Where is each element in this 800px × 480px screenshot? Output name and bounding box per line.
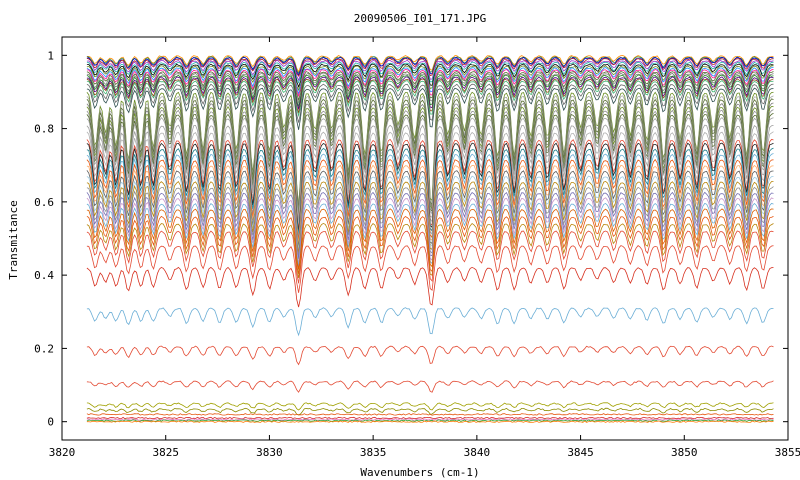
x-tick-label: 3830 <box>256 446 283 459</box>
series-line <box>86 416 774 420</box>
plot-frame <box>61 36 789 441</box>
series-line <box>86 87 774 130</box>
series-line <box>86 244 774 293</box>
y-axis-title: Transmitance <box>7 200 20 279</box>
series-line <box>86 345 774 366</box>
chart-title: 20090506_I01_171.JPG <box>354 12 486 25</box>
axes-layer: 3820 3825 3830 3835 3840 3845 3850 3855 0 0.2 0.4 0… <box>34 36 800 459</box>
series-line <box>86 61 774 84</box>
series-layer <box>86 55 774 423</box>
series-line <box>86 56 774 77</box>
x-tick-label: 3835 <box>360 446 387 459</box>
series-line <box>86 72 774 105</box>
y-tick-label: 0.2 <box>34 342 54 355</box>
series-line <box>86 380 774 393</box>
series-line <box>86 208 774 270</box>
x-tick-label: 3825 <box>152 446 179 459</box>
series-line <box>86 67 774 96</box>
series-line <box>86 76 774 111</box>
x-axis-title: Wavenumbers (cm-1) <box>360 466 479 479</box>
y-tick-label: 0.8 <box>34 123 54 136</box>
series-line <box>86 69 774 98</box>
series-line <box>86 55 774 73</box>
y-tick-label: 0.4 <box>34 269 54 282</box>
series-line <box>86 230 774 284</box>
series-line <box>86 59 774 82</box>
y-tick-label: 0 <box>47 416 54 429</box>
series-line <box>86 80 774 118</box>
x-tick-label: 3820 <box>49 446 76 459</box>
series-line <box>86 57 774 77</box>
x-tick-label: 3845 <box>567 446 594 459</box>
y-tick-label: 0.6 <box>34 196 54 209</box>
series-line <box>86 402 774 411</box>
series-line <box>86 70 774 102</box>
series-line <box>86 215 774 275</box>
series-line <box>86 413 774 416</box>
series-line <box>86 420 774 423</box>
series-line <box>86 222 774 279</box>
x-tick-label: 3840 <box>464 446 491 459</box>
series-line <box>86 266 774 308</box>
x-tick-label: 3850 <box>671 446 698 459</box>
series-line <box>86 307 774 337</box>
series-line <box>86 78 774 115</box>
series-line <box>86 65 774 92</box>
y-tick-label: 1 <box>47 49 54 62</box>
series-line <box>86 418 774 421</box>
x-tick-label: 3855 <box>775 446 800 459</box>
series-line <box>86 63 774 88</box>
series-line <box>86 83 774 123</box>
